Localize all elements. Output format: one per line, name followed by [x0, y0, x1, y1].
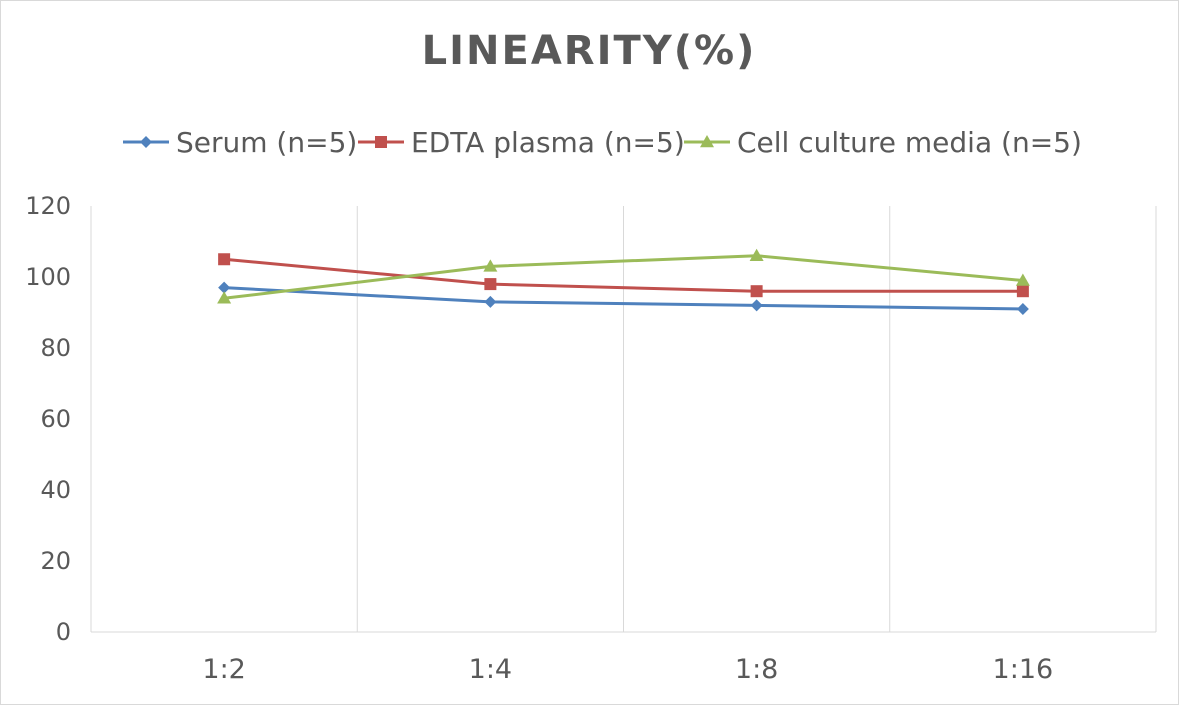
legend-label: EDTA plasma (n=5) [411, 126, 685, 159]
series-group [217, 248, 1030, 315]
x-tick-label: 1:16 [993, 654, 1054, 685]
data-point [484, 295, 497, 308]
legend-entry: EDTA plasma (n=5) [358, 126, 685, 159]
legend-label: Cell culture media (n=5) [737, 126, 1082, 159]
data-point [750, 285, 763, 298]
y-tick-label: 0 [56, 618, 71, 646]
x-tick-label: 1:4 [469, 654, 512, 685]
y-tick-label: 20 [40, 547, 71, 575]
y-tick-label: 100 [25, 263, 71, 291]
y-tick-label: 120 [25, 192, 71, 220]
series-1 [218, 253, 1029, 298]
legend-entry: Cell culture media (n=5) [684, 126, 1082, 159]
y-tick-label: 60 [40, 405, 71, 433]
data-point [217, 291, 232, 304]
legend-swatch-marker [375, 136, 387, 148]
x-axis: 1:2 1:4 1:8 1:16 [91, 631, 1156, 685]
legend-swatch-marker [700, 135, 714, 148]
data-point [1015, 273, 1030, 286]
chart-title: LINEARITY(%) [422, 28, 757, 74]
series-line [223, 254, 1024, 300]
data-point [750, 299, 763, 312]
y-tick-label: 80 [40, 334, 71, 362]
y-tick-label: 40 [40, 476, 71, 504]
legend-label: Serum (n=5) [176, 126, 357, 159]
data-point [1016, 302, 1029, 315]
data-point [484, 278, 497, 291]
y-axis: 0 20 40 60 80 100 120 [25, 192, 92, 646]
series-line [223, 257, 1023, 293]
series-line [224, 286, 1023, 311]
data-point [1016, 285, 1029, 298]
legend: Serum (n=5) EDTA plasma (n=5) Cell culture… [123, 126, 1082, 159]
legend-swatch-marker [140, 136, 152, 148]
data-point [218, 253, 231, 266]
data-point [749, 248, 764, 261]
series-0 [218, 281, 1029, 315]
legend-entry: Serum (n=5) [123, 126, 357, 159]
data-point [218, 281, 231, 294]
grid-lines [356, 206, 1157, 632]
data-point [483, 259, 498, 272]
x-tick-label: 1:8 [735, 654, 778, 685]
series-2 [217, 248, 1030, 304]
x-tick-label: 1:2 [202, 654, 245, 685]
